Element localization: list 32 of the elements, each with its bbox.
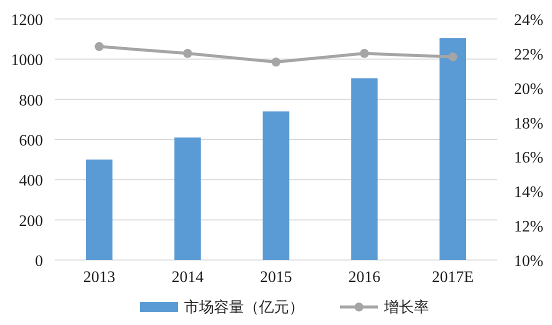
legend-label: 市场容量（亿元） [184,299,304,316]
y-tick-label: 400 [19,172,43,190]
point [272,58,280,67]
legend-label: 增长率 [383,299,429,316]
y2-tick-label: 16% [514,150,544,167]
point [94,42,104,52]
x-tick-label: 2017E [432,269,474,286]
x-tick-label: 2015 [260,269,292,286]
bar [351,78,378,260]
x-tick-label: 2013 [83,269,116,286]
x-tick-label: 2014 [172,269,204,286]
point [448,52,458,62]
y2-tick-label: 22% [514,46,544,64]
bar [86,160,112,260]
y2-tick-label: 18% [514,115,544,132]
y2-tick-label: 20% [514,80,544,98]
y-tick-label: 0 [35,253,43,270]
bar [174,137,201,260]
y2-tick-label: 12% [514,218,544,236]
y-tick-label: 1000 [11,52,43,70]
y-tick-label: 1200 [11,12,43,29]
bar [262,111,290,260]
point [183,48,192,58]
y-tick-label: 600 [19,132,43,150]
y-tick-label: 200 [19,212,43,230]
y2-tick-label: 10% [514,253,544,270]
point [360,48,369,58]
y-tick-label: 800 [19,92,43,110]
x-tick-label: 2016 [348,269,380,286]
y2-tick-label: 14% [514,184,544,202]
bar [440,38,466,260]
y2-tick-label: 24% [514,12,544,29]
